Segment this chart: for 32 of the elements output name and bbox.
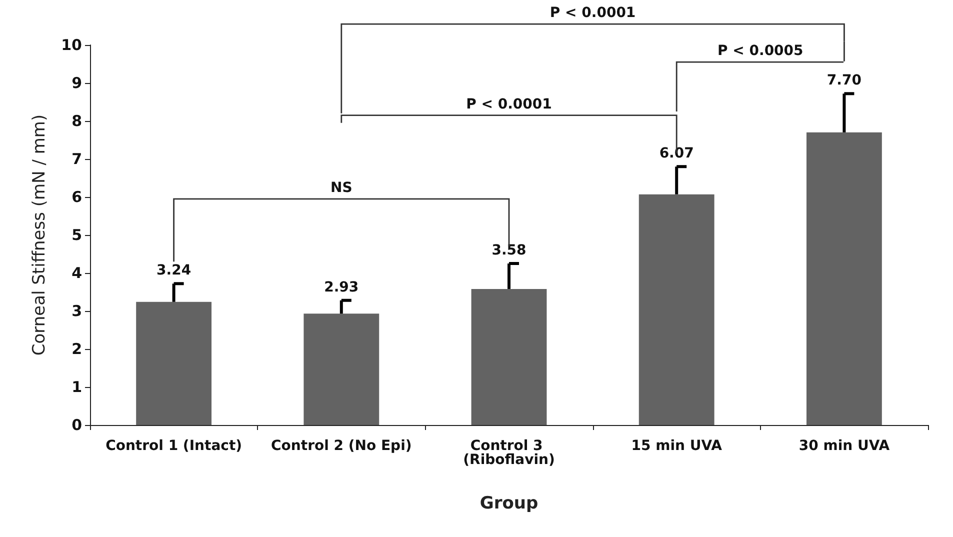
x-tick-label: 30 min UVA [798,438,890,454]
bar [136,302,212,425]
y-tick-label: 10 [61,36,82,54]
y-tick-label: 4 [72,264,82,282]
x-axis-title: Group [480,494,538,514]
y-tick-label: 5 [72,226,82,244]
y-tick-label: 3 [72,302,82,320]
text: P < 0.0001 [550,5,636,22]
annotation: NS [330,180,352,196]
data-label: 6.07 [659,146,694,162]
x-tick-label: Control 1 (Intact) [106,438,242,454]
y-tick-label: 2 [72,340,82,358]
data-label: 7.70 [826,72,862,89]
y-tick-label: 6 [72,188,82,206]
bar [806,132,882,425]
data-label: 3.24 [156,262,192,279]
x-tick-label: 15 min UVA [631,438,722,454]
y-tick-label: 8 [72,112,82,130]
data-label: 3.58 [492,242,526,258]
y-tick-label: 0 [72,416,82,434]
y-axis-title: Corneal Stiffness (mN / mm) [30,114,50,356]
x-tick-label: Control 3 (Riboflavin) [463,438,555,468]
bar [471,288,547,425]
y-tick-label: 9 [72,74,82,92]
y-tick-label: 7 [72,150,82,168]
bar [638,194,714,425]
x-tick-label: Control 2 (No Epi) [271,438,412,454]
annotation: P < 0.0005 [718,43,804,60]
bar [304,314,380,425]
data-label: 2.93 [324,279,359,296]
annotation: P < 0.0001 [466,96,552,112]
y-tick-label: 1 [72,378,82,396]
